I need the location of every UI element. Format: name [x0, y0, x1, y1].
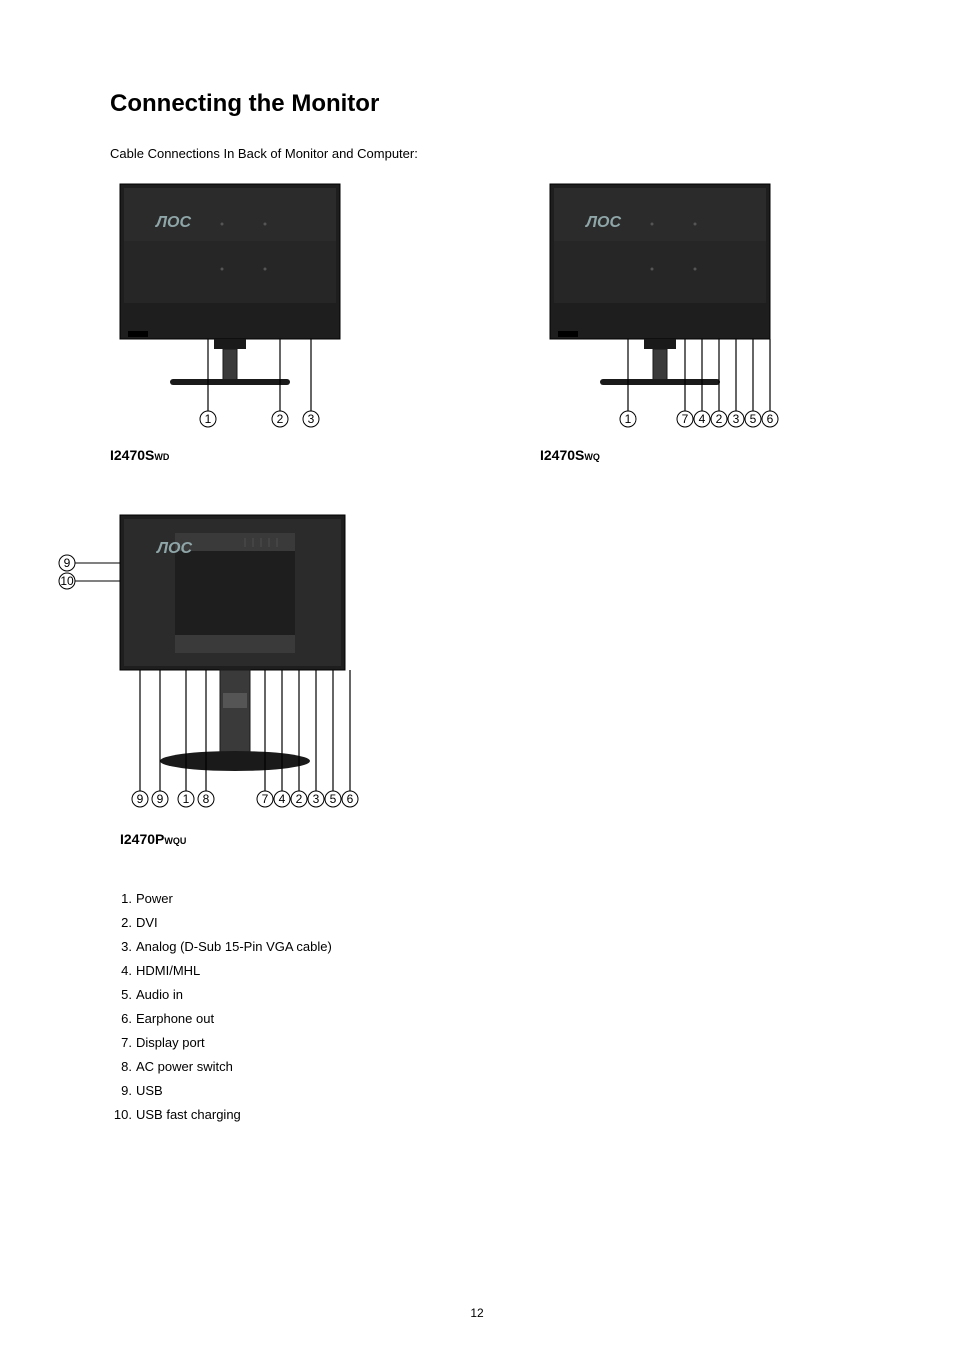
model-suffix-swd: WD [154, 452, 169, 462]
legend-item: 10. USB fast charging [110, 1103, 844, 1127]
callout-swd-1: 1 [205, 412, 212, 426]
callout-pwqu-l2: 9 [157, 792, 164, 806]
monitor-diagram-swd: ЛОС 1 2 3 [110, 179, 350, 439]
legend-label: DVI [136, 911, 158, 935]
figure-i2470swq: ЛОС 1 7 4 2 [540, 179, 790, 463]
callout-pwqu-l1: 9 [137, 792, 144, 806]
callout-pwqu-r4: 3 [313, 792, 320, 806]
figure-i2470swd: ЛОС 1 2 3 [110, 179, 350, 463]
legend-number: 9. [110, 1079, 132, 1103]
figure-i2470pwqu: 9 10 ЛОС [55, 503, 375, 847]
legend-number: 8. [110, 1055, 132, 1079]
callout-pwqu-s2: 10 [60, 574, 74, 588]
legend-label: Earphone out [136, 1007, 214, 1031]
legend-item: 8. AC power switch [110, 1055, 844, 1079]
legend-label: Analog (D-Sub 15-Pin VGA cable) [136, 935, 332, 959]
legend-label: HDMI/MHL [136, 959, 200, 983]
callout-pwqu-r6: 6 [347, 792, 354, 806]
legend-number: 1. [110, 887, 132, 911]
legend-list: 1. Power2. DVI3. Analog (D-Sub 15-Pin VG… [110, 887, 844, 1127]
model-suffix-swq: WQ [584, 452, 600, 462]
legend-label: Display port [136, 1031, 205, 1055]
model-label-pwqu: I2470PWQU [120, 831, 375, 847]
legend-number: 2. [110, 911, 132, 935]
callout-swq-r4: 3 [733, 412, 740, 426]
monitor-diagram-pwqu: 9 10 ЛОС [55, 503, 375, 823]
callout-pwqu-r3: 2 [296, 792, 303, 806]
callout-pwqu-l4: 8 [203, 792, 210, 806]
legend-label: AC power switch [136, 1055, 233, 1079]
callout-pwqu-r2: 4 [279, 792, 286, 806]
legend-label: USB fast charging [136, 1103, 241, 1127]
svg-text:ЛОС: ЛОС [156, 540, 192, 557]
figure-row-2: 9 10 ЛОС [55, 503, 844, 847]
callout-swq-r1: 7 [682, 412, 689, 426]
model-label-swq: I2470SWQ [540, 447, 790, 463]
page-number: 12 [0, 1306, 954, 1320]
callout-pwqu-s1: 9 [64, 556, 71, 570]
model-suffix-pwqu: WQU [164, 836, 186, 846]
model-name-swq: I2470S [540, 447, 584, 463]
callout-swq-l1: 1 [625, 412, 632, 426]
svg-text:ЛОС: ЛОС [585, 214, 621, 231]
monitor-diagram-swq: ЛОС 1 7 4 2 [540, 179, 790, 439]
callout-swq-r3: 2 [716, 412, 723, 426]
legend-number: 3. [110, 935, 132, 959]
legend-number: 4. [110, 959, 132, 983]
callout-swq-r5: 5 [750, 412, 757, 426]
model-label-swd: I2470SWD [110, 447, 350, 463]
legend-label: Power [136, 887, 173, 911]
legend-label: Audio in [136, 983, 183, 1007]
svg-text:ЛОС: ЛОС [155, 214, 191, 231]
callout-swq-r6: 6 [767, 412, 774, 426]
figure-row-1: ЛОС 1 2 3 [110, 179, 844, 463]
legend-number: 10. [110, 1103, 132, 1127]
callout-pwqu-r1: 7 [262, 792, 269, 806]
legend-label: USB [136, 1079, 163, 1103]
callout-swq-r2: 4 [699, 412, 706, 426]
callout-pwqu-l3: 1 [183, 792, 190, 806]
model-name-pwqu: I2470P [120, 831, 164, 847]
callout-swd-2: 2 [277, 412, 284, 426]
legend-item: 7. Display port [110, 1031, 844, 1055]
legend-item: 5. Audio in [110, 983, 844, 1007]
callout-pwqu-r5: 5 [330, 792, 337, 806]
legend-item: 6. Earphone out [110, 1007, 844, 1031]
legend-item: 1. Power [110, 887, 844, 911]
legend-item: 2. DVI [110, 911, 844, 935]
page-subtitle: Cable Connections In Back of Monitor and… [110, 146, 844, 161]
legend-number: 6. [110, 1007, 132, 1031]
legend-item: 4. HDMI/MHL [110, 959, 844, 983]
legend-item: 3. Analog (D-Sub 15-Pin VGA cable) [110, 935, 844, 959]
callout-swd-3: 3 [308, 412, 315, 426]
model-name-swd: I2470S [110, 447, 154, 463]
legend-number: 7. [110, 1031, 132, 1055]
legend-item: 9. USB [110, 1079, 844, 1103]
page-title: Connecting the Monitor [110, 90, 844, 118]
legend-number: 5. [110, 983, 132, 1007]
